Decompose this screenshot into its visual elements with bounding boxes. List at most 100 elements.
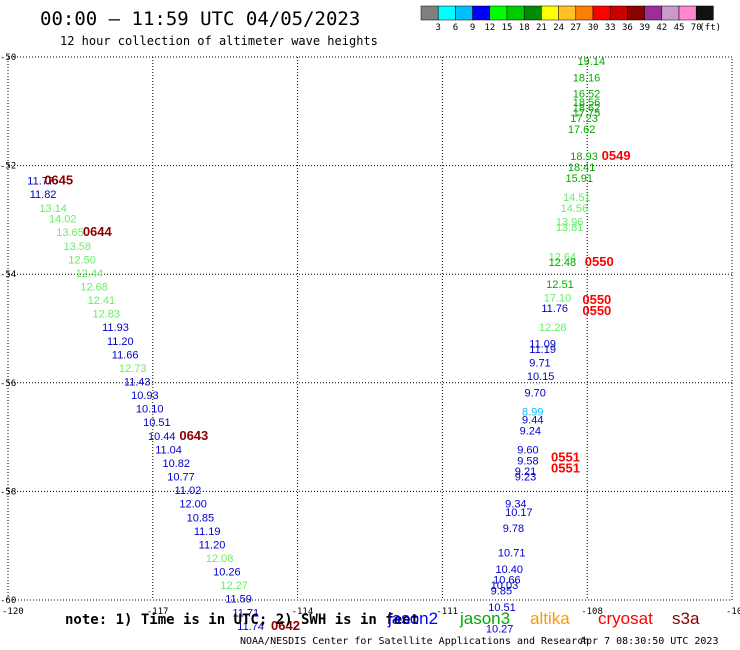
colorbar-swatch [609, 5, 628, 21]
x-tick-label: -105 [726, 607, 740, 617]
wave-height-value: 10.10 [136, 404, 164, 416]
wave-height-value: 11.19 [194, 526, 221, 538]
wave-height-value: 11.76 [541, 303, 568, 315]
colorbar-swatch [472, 5, 491, 21]
y-tick-label: -60 [0, 596, 16, 606]
colorbar-tick-label: 45 [674, 23, 685, 33]
wave-height-value: 14.56 [561, 203, 589, 215]
colorbar-tick-label: 18 [519, 23, 530, 33]
wave-height-value: 8.99 [522, 406, 543, 418]
wave-height-value: 13.65 [56, 227, 84, 239]
wave-height-value: 10.40 [495, 564, 523, 576]
colorbar-tick-label: 33 [605, 23, 616, 33]
wave-height-value: 9.60 [517, 444, 538, 456]
x-tick-label: -111 [436, 607, 458, 617]
wave-height-value: 10.51 [488, 602, 516, 614]
wave-height-value: 10.66 [493, 575, 521, 587]
colorbar-tick-label: 36 [622, 23, 633, 33]
footer-timestamp: Apr 7 08:30:50 UTC 2023 [580, 636, 718, 647]
wave-height-value: 12.50 [68, 254, 96, 266]
wave-height-value: 11.71 [232, 607, 259, 619]
colorbar-swatch [489, 5, 508, 21]
wave-height-value: 9.58 [517, 455, 538, 467]
colorbar-swatch [523, 5, 542, 21]
wave-height-value: 12.27 [220, 580, 248, 592]
wave-height-value: 17.10 [544, 292, 572, 304]
wave-height-value: 12.28 [539, 322, 567, 334]
pass-time-label: 0550 [585, 254, 614, 269]
legend-entry-cryosat: cryosat [598, 609, 653, 628]
colorbar-tick-label: 42 [656, 23, 667, 33]
wave-height-value: 9.85 [491, 586, 512, 598]
wave-height-value: 11.20 [199, 539, 226, 551]
chart-subtitle: 12 hour collection of altimeter wave hei… [60, 34, 378, 48]
wave-height-value: 10.26 [213, 567, 241, 579]
wave-height-value: 16.52 [573, 89, 601, 101]
wave-height-value: 9.70 [524, 387, 545, 399]
pass-time-label: 0551 [551, 450, 580, 465]
wave-height-value: 10.15 [527, 371, 555, 383]
wave-height-value: 11.66 [112, 349, 139, 361]
colorbar-swatch [575, 5, 594, 21]
colorbar-swatch [437, 5, 456, 21]
wave-height-value: 19.14 [578, 56, 606, 68]
colorbar-tick-label: 9 [470, 23, 475, 33]
wave-height-value: 17.62 [568, 124, 596, 136]
wave-height-value: 10.71 [498, 548, 526, 560]
wave-height-value: 12.68 [80, 281, 108, 293]
wave-height-value: 9.23 [515, 472, 536, 484]
wave-height-value: 11.20 [107, 336, 134, 348]
colorbar-tick-label: 21 [536, 23, 547, 33]
pass-time-label: 0643 [179, 428, 208, 443]
wave-height-value: 18.62 [573, 102, 601, 114]
wave-height-value: 13.14 [39, 203, 67, 215]
wave-height-value: 18.56 [573, 97, 601, 109]
wave-height-value: 18.16 [573, 72, 601, 84]
wave-height-value: 13.81 [556, 222, 584, 234]
wave-height-value: 11.19 [529, 344, 556, 356]
legend-entry-s3a: s3a [672, 609, 700, 628]
wave-height-value: 12.48 [549, 257, 577, 269]
chart-title: 00:00 – 11:59 UTC 04/05/2023 [40, 8, 360, 30]
wave-height-value: 9.21 [515, 466, 536, 478]
colorbar-swatch [644, 5, 663, 21]
legend-entry-altika: altika [530, 609, 570, 628]
wave-height-value: 12.51 [546, 279, 574, 291]
colorbar-swatch [592, 5, 611, 21]
wave-height-value: 11.02 [175, 485, 202, 497]
colorbar-swatch [455, 5, 473, 21]
x-tick-label: -114 [292, 607, 314, 617]
colorbar-tick-label: 70 [691, 23, 702, 33]
satellite-legend: jason2 jason3 altika cryosat s3a [387, 609, 700, 628]
colorbar-tick-label: 27 [570, 23, 581, 33]
wave-height-value: 18.93 [570, 151, 598, 163]
wave-height-value: 12.73 [119, 363, 147, 375]
wave-height-value: 9.71 [529, 358, 550, 370]
pass-time-label: 0642 [271, 618, 300, 633]
colorbar-tick-label: 12 [484, 23, 495, 33]
colorbar-swatch [695, 5, 714, 21]
wave-height-value: 11.74 [237, 621, 264, 633]
colorbar-swatch [661, 5, 680, 21]
wave-height-value: 12.00 [179, 499, 207, 511]
wave-height-value: 17.23 [570, 113, 598, 125]
wave-height-value: 9.78 [503, 523, 524, 535]
pass-time-label: 0550 [582, 292, 611, 307]
wave-height-value: 10.27 [486, 624, 514, 636]
wave-height-value: 10.44 [148, 431, 176, 443]
wave-height-value: 10.93 [131, 390, 159, 402]
pass-time-label: 0551 [551, 460, 580, 475]
colorbar-tick-label: 39 [639, 23, 650, 33]
y-tick-label: -58 [0, 487, 16, 497]
wave-height-value: 12.64 [549, 252, 577, 264]
pass-time-label: 0644 [83, 224, 113, 239]
wave-height-value: 15.91 [565, 173, 593, 185]
wave-height-value: 10.17 [505, 507, 533, 519]
wave-height-value: 14.51 [563, 192, 591, 204]
wave-height-value: 11.77 [27, 176, 54, 188]
wave-height-value: 9.34 [505, 499, 526, 511]
y-tick-label: -54 [0, 270, 16, 280]
x-tick-label: -108 [581, 607, 603, 617]
plot-area: -120-117-114-111-108-105-50-52-54-56-58-… [0, 53, 740, 636]
